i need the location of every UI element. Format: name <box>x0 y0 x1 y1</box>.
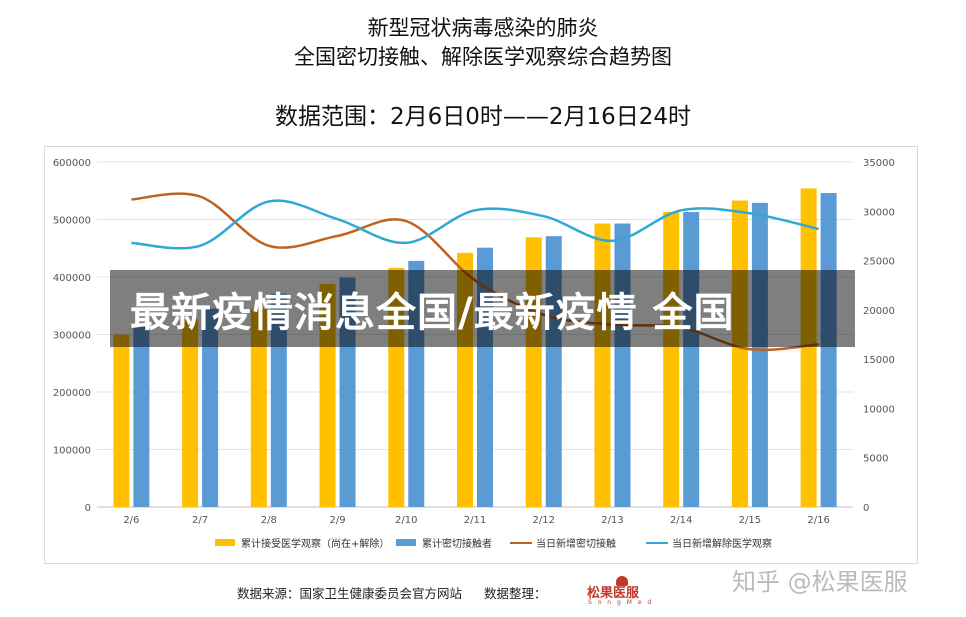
data-source-label: 数据来源：国家卫生健康委员会官方网站 <box>237 586 463 601</box>
left-axis-tick-label: 0 <box>85 503 91 514</box>
chart-title-line1: 新型冠状病毒感染的肺炎 <box>367 16 599 40</box>
logo-text: 松果医服 <box>587 586 640 601</box>
bar-close-contact <box>820 193 837 508</box>
footer: 数据来源：国家卫生健康委员会官方网站 数据整理： <box>237 583 565 602</box>
bar-close-contact <box>614 223 631 507</box>
x-axis-tick-label: 2/15 <box>739 515 761 526</box>
right-axis-tick-label: 20000 <box>863 306 895 317</box>
legend-label: 当日新增密切接触 <box>536 537 616 550</box>
left-axis-tick-label: 500000 <box>53 216 91 227</box>
watermark: 知乎 @松果医服 <box>732 568 908 596</box>
right-axis-tick-label: 10000 <box>863 404 895 415</box>
overlay-headline: 最新疫情消息全国/最新疫情 全国 <box>130 290 735 336</box>
left-axis-tick-label: 600000 <box>53 158 91 169</box>
legend-label: 当日新增解除医学观察 <box>672 537 772 550</box>
logo-subtext: S o n g M e d <box>588 599 654 606</box>
organizer-label: 数据整理： <box>484 586 547 601</box>
legend-swatch <box>396 539 416 546</box>
right-axis-tick-label: 35000 <box>863 158 895 169</box>
chart-title-line2: 全国密切接触、解除医学观察综合趋势图 <box>294 45 672 69</box>
left-axis-tick-label: 400000 <box>53 273 91 284</box>
left-axis-tick-label: 200000 <box>53 388 91 399</box>
bar-close-contact <box>683 212 700 507</box>
legend-label: 累计密切接触者 <box>422 537 492 550</box>
bar-observation <box>113 334 130 507</box>
right-axis-tick-label: 15000 <box>863 355 895 366</box>
x-axis-tick-label: 2/11 <box>464 515 486 526</box>
x-axis-tick-label: 2/7 <box>192 515 208 526</box>
x-axis-tick-label: 2/13 <box>601 515 623 526</box>
chart-panel: 0 100000 200000 300000 400000 500000 600000 0 50… <box>44 146 918 564</box>
bar-close-contact <box>751 202 768 507</box>
x-axis-tick-label: 2/16 <box>807 515 829 526</box>
bar-close-contact <box>133 326 150 507</box>
x-axis-tick-label: 2/10 <box>395 515 417 526</box>
bar-observation <box>250 308 267 507</box>
legend-label: 累计接受医学观察（尚在+解除） <box>241 537 389 550</box>
x-axis-tick-label: 2/6 <box>123 515 139 526</box>
left-axis-tick-label: 100000 <box>53 446 91 457</box>
bar-observation <box>731 200 748 507</box>
bar-observation <box>182 319 199 507</box>
data-range-label: 数据范围：2月6日0时——2月16日24时 <box>274 104 692 130</box>
overlay-banner <box>110 270 855 347</box>
left-axis-tick-label: 300000 <box>53 331 91 342</box>
bar-close-contact <box>270 293 287 507</box>
right-axis-tick-label: 5000 <box>863 454 888 465</box>
x-axis-tick-label: 2/9 <box>329 515 345 526</box>
x-axis-tick-label: 2/8 <box>261 515 277 526</box>
bar-close-contact <box>202 308 219 507</box>
combo-chart: 0 100000 200000 300000 400000 500000 600000 0 50… <box>53 158 895 550</box>
right-axis-tick-label: 30000 <box>863 207 895 218</box>
line-new-released <box>131 199 819 250</box>
logo-icon <box>616 576 628 586</box>
right-axis-tick-label: 0 <box>863 503 869 514</box>
bar-observation <box>663 212 680 507</box>
x-axis-tick-label: 2/12 <box>532 515 554 526</box>
bar-observation <box>800 188 817 507</box>
legend-swatch <box>215 539 235 546</box>
bar-observation <box>594 223 611 507</box>
x-axis-tick-label: 2/14 <box>670 515 692 526</box>
right-axis-tick-label: 25000 <box>863 257 895 268</box>
